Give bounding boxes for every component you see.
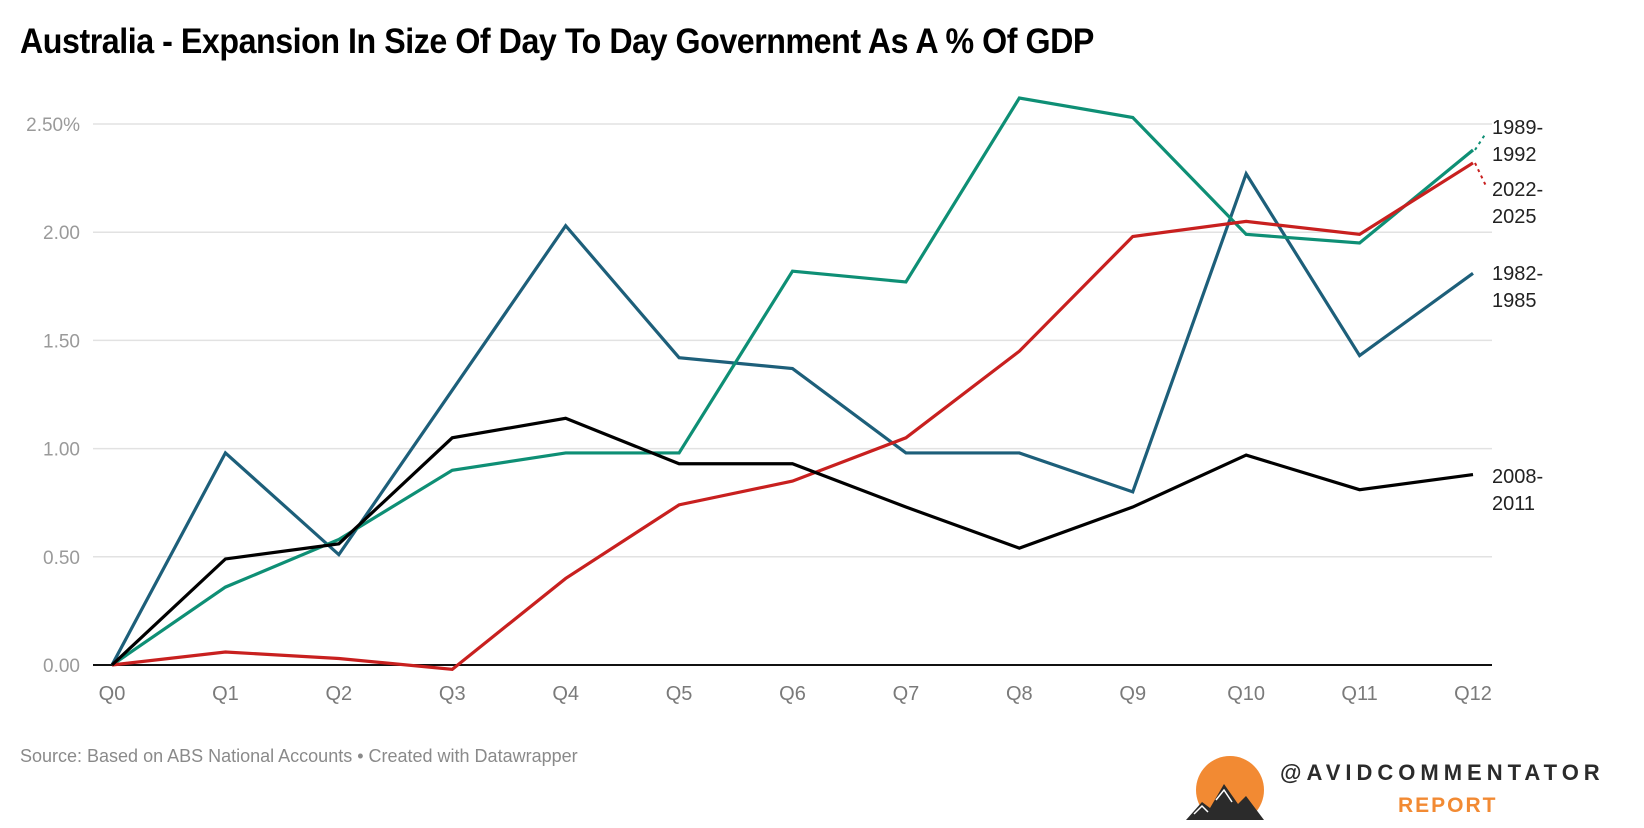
series-label-1982-1985: 1982- <box>1492 263 1543 285</box>
x-tick-label: Q4 <box>552 683 579 705</box>
y-tick-label: 1.50 <box>43 331 80 352</box>
series-label-2008-2011: 2011 <box>1492 493 1535 515</box>
y-axis-ticks: 0.00 0.50 1.00 1.50 2.00 2.50% <box>26 115 80 677</box>
series-line-1982-1985 <box>110 170 1474 666</box>
x-tick-label: Q10 <box>1227 683 1265 705</box>
series-line-1989-1992 <box>111 96 1475 667</box>
series-line-2008-2011 <box>110 416 1474 667</box>
x-tick-label: Q3 <box>439 683 466 705</box>
x-tick-label: Q1 <box>212 683 239 705</box>
gridlines <box>93 123 1492 666</box>
label-connector-1989-1992 <box>1474 132 1487 151</box>
x-tick-label: Q12 <box>1454 683 1492 705</box>
series-label-2022-2025: 2025 <box>1492 206 1537 228</box>
y-tick-label: 0.50 <box>43 548 80 569</box>
x-tick-label: Q7 <box>893 683 920 705</box>
y-tick-label: 2.00 <box>43 223 80 244</box>
x-tick-label: Q0 <box>99 683 126 705</box>
series-label-1989-1992: 1992 <box>1492 144 1537 166</box>
x-tick-label: Q5 <box>666 683 693 705</box>
x-axis-ticks: Q0 Q1 Q2 Q3 Q4 Q5 Q6 Q7 Q8 Q9 Q10 Q11 Q12 <box>99 683 1492 705</box>
series-label-2022-2025: 2022- <box>1492 179 1543 201</box>
series-line-2022-2025 <box>111 161 1474 671</box>
x-tick-label: Q8 <box>1006 683 1033 705</box>
x-tick-label: Q9 <box>1119 683 1146 705</box>
y-tick-label: 2.50% <box>26 115 80 136</box>
x-tick-label: Q6 <box>779 683 806 705</box>
chart-title: Australia - Expansion In Size Of Day To … <box>20 22 1094 61</box>
mountain-sun-icon <box>1180 756 1280 824</box>
x-tick-label: Q2 <box>325 683 352 705</box>
label-connector-2022-2025 <box>1474 162 1487 187</box>
series-label-1989-1992: 1989- <box>1492 117 1543 139</box>
y-tick-label: 1.00 <box>43 440 80 461</box>
y-tick-label: 0.00 <box>43 656 80 677</box>
line-chart: 0.00 0.50 1.00 1.50 2.00 2.50% Q0 Q1 Q2 Q3 Q4 Q5 Q6… <box>26 96 1543 705</box>
source-note: Source: Based on ABS National Accounts •… <box>20 746 578 766</box>
series-labels: 1982- 1985 1989- 1992 2008- 2011 2022- 2025 <box>1474 117 1543 515</box>
series-label-1982-1985: 1985 <box>1492 290 1537 312</box>
x-tick-label: Q11 <box>1341 683 1377 705</box>
logo-handle: @AVIDCOMMENTATOR <box>1280 760 1605 785</box>
series-label-2008-2011: 2008- <box>1492 466 1543 488</box>
series-lines <box>110 96 1475 671</box>
brand-logo: @AVIDCOMMENTATOR REPORT <box>1180 756 1640 828</box>
logo-subtitle: REPORT <box>1398 794 1498 817</box>
